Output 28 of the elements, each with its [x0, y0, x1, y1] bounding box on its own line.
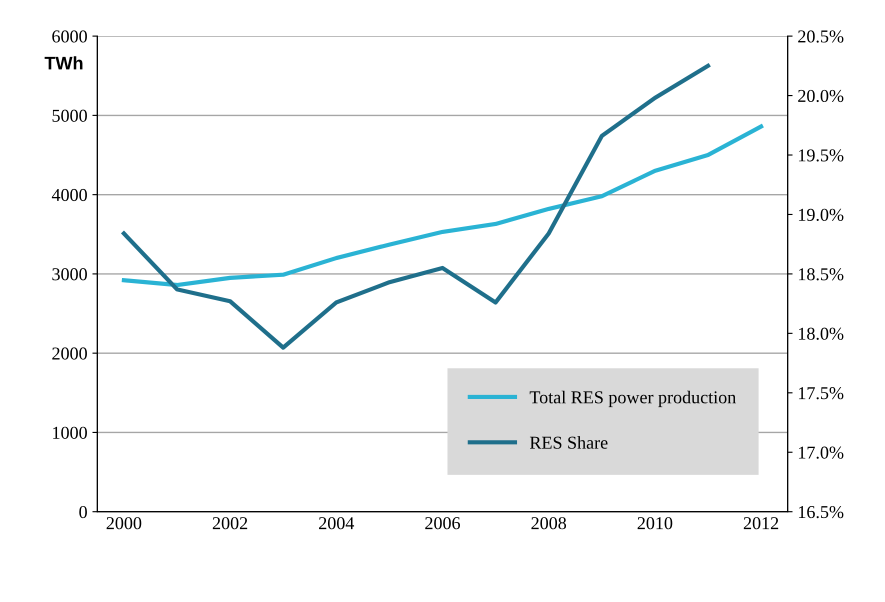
- x-tick-label: 2004: [319, 517, 354, 530]
- y-tick-label: 6000: [52, 30, 87, 43]
- y2-tick-label: 20.5%: [798, 30, 844, 43]
- line-series: [122, 64, 710, 350]
- x-tick-label: 2012: [744, 517, 778, 530]
- y2-tick-label: 17.5%: [798, 387, 844, 400]
- legend-label: Total RES power production: [530, 390, 736, 408]
- y2-tick-label: 17.0%: [798, 446, 844, 459]
- y-tick-label: 2000: [52, 347, 87, 360]
- line-series: [122, 124, 764, 288]
- y2-tick-label: 18.5%: [798, 268, 844, 280]
- legend-label: RES Share: [530, 436, 608, 449]
- y-tick-label: 1000: [53, 426, 87, 439]
- x-tick-label: 2006: [425, 517, 460, 530]
- x-tick-label: 2000: [106, 517, 142, 530]
- y2-tick-label: 19.0%: [798, 208, 844, 221]
- x-tick-label: 2008: [531, 517, 566, 530]
- y-axis-title: TWh: [44, 56, 82, 70]
- y-tick-label: 5000: [52, 110, 87, 122]
- y2-tick-label: 20.0%: [798, 90, 844, 102]
- x-tick-label: 2002: [212, 517, 248, 530]
- y-tick-label: 4000: [52, 188, 87, 202]
- y-tick-label: 0: [79, 506, 87, 518]
- y2-tick-label: 18.0%: [798, 328, 844, 340]
- x-tick-label: 2010: [638, 517, 672, 530]
- y-tick-label: 3000: [52, 268, 87, 280]
- y2-tick-label: 16.5%: [798, 506, 844, 518]
- y2-tick-label: 19.5%: [798, 149, 844, 162]
